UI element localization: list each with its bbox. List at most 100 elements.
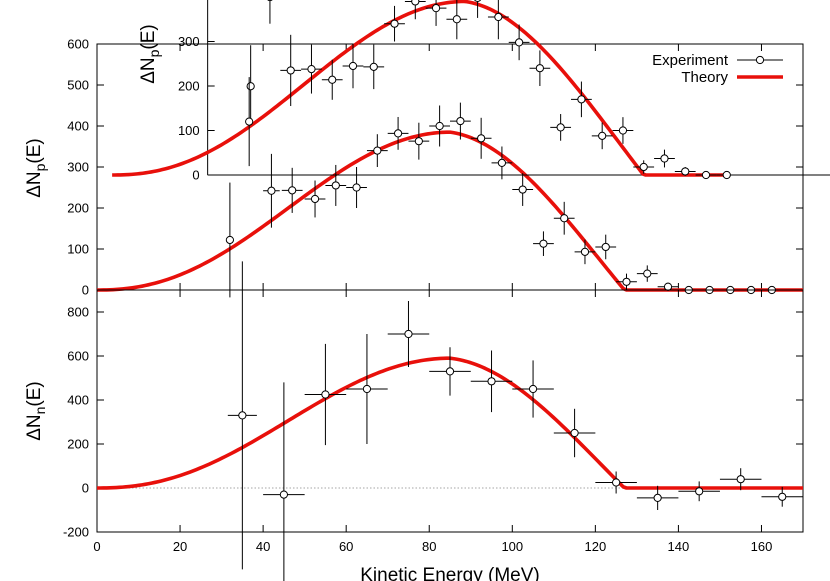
proton-inset-experiment-point-21 <box>674 166 696 176</box>
neutron-experiment-marker <box>362 384 372 394</box>
proton-inset-experiment-marker <box>286 66 295 75</box>
proton-inset-experiment-point-4 <box>321 59 343 100</box>
proton-main-experiment-point-17 <box>574 239 596 265</box>
neutron-experiment-point-6 <box>470 350 513 413</box>
proton-inset-ytick-label: 300 <box>178 34 200 49</box>
proton-main-experiment-point-8 <box>387 116 409 150</box>
neutron-xtick-label: 160 <box>751 539 773 554</box>
neutron-ytick-label: 600 <box>67 349 89 364</box>
neutron-experiment-point-8 <box>553 408 596 458</box>
proton-main-experiment-point-12 <box>470 117 492 159</box>
proton-main-experiment-marker <box>622 277 631 286</box>
proton-inset-experiment-marker <box>328 75 337 84</box>
proton-main-experiment-marker <box>352 183 361 192</box>
proton-inset-experiment-point-12 <box>487 0 509 40</box>
proton-main-experiment-point-19 <box>616 273 637 290</box>
proton-main-experiment-marker <box>435 121 444 131</box>
neutron-experiment-marker <box>238 411 247 420</box>
proton-main-experiment-marker <box>539 239 548 248</box>
proton-main-experiment-point-2 <box>263 153 280 228</box>
proton-main-experiment-marker <box>267 186 276 195</box>
neutron-experiment-point-3 <box>346 334 388 444</box>
neutron-xtick-label: 140 <box>668 539 690 554</box>
proton-inset-experiment-point-15 <box>550 114 572 141</box>
x-axis-title: Kinetic Energy (MeV) <box>360 565 540 581</box>
proton-main-experiment-marker <box>331 181 340 190</box>
proton-inset-experiment-marker <box>452 15 461 24</box>
proton-main-experiment-marker <box>643 269 652 278</box>
proton-main-experiment-marker <box>477 134 486 143</box>
neutron-experiment-marker <box>321 390 330 399</box>
proton-main-ytick-label: 600 <box>67 37 89 52</box>
neutron-y-axis-title: ΔNn(E) <box>24 381 48 441</box>
proton-inset-experiment-marker <box>411 0 420 6</box>
neutron-ytick-label: 400 <box>67 393 89 408</box>
proton-inset-experiment-point-16 <box>571 81 592 118</box>
proton-main-experiment-point-11 <box>450 102 471 140</box>
proton-main-experiment-marker <box>393 129 403 138</box>
proton-main-experiment-marker <box>373 146 382 155</box>
neutron-experiment-point-5 <box>429 347 471 396</box>
proton-inset-experiment-marker <box>639 162 648 172</box>
proton-inset-ytick-label: 0 <box>192 168 199 183</box>
neutron-ytick-label: 0 <box>82 481 89 496</box>
neutron-experiment-marker <box>778 492 787 501</box>
proton-main-y-axis-title: ΔNp(E) <box>24 138 48 198</box>
neutron-experiment-marker <box>279 490 288 499</box>
proton-inset-experiment-point-1 <box>267 0 273 24</box>
proton-main-experiment-point-7 <box>366 134 388 167</box>
proton-main-experiment-marker <box>456 116 465 126</box>
neutron-experiment-marker <box>487 377 496 386</box>
neutron-experiment-point-12 <box>719 468 762 491</box>
proton-inset-experiment-point-22 <box>695 170 717 180</box>
proton-main-experiment-marker <box>288 186 297 195</box>
proton-main-ytick-label: 100 <box>67 242 89 257</box>
neutron-experiment-point-11 <box>678 481 720 502</box>
proton-main-experiment-point-15 <box>533 231 554 256</box>
proton-main-experiment-point-18 <box>595 234 617 260</box>
proton-inset-experiment-marker <box>267 0 273 2</box>
proton-inset-experiment-marker <box>660 154 669 163</box>
proton-inset-experiment-point-2 <box>280 34 302 107</box>
proton-inset-experiment-marker <box>390 19 399 28</box>
neutron-experiment-marker <box>404 329 413 339</box>
proton-main-experiment-point-6 <box>346 167 367 208</box>
neutron-xtick-label: 40 <box>256 539 270 554</box>
proton-inset-experiment-marker <box>245 117 254 126</box>
neutron-xtick-label: 120 <box>585 539 607 554</box>
proton-inset-theory-curve <box>112 0 727 177</box>
neutron-ytick-label: 800 <box>67 305 89 320</box>
neutron-experiment-point-10 <box>636 485 679 510</box>
proton-inset-experiment-point-19 <box>633 160 655 174</box>
proton-inset-y-axis-title: ΔNp(E) <box>138 24 162 84</box>
proton-inset-experiment-marker <box>618 126 628 135</box>
proton-main-experiment-marker <box>663 282 673 291</box>
neutron-experiment-marker <box>695 487 704 496</box>
proton-inset-experiment-marker <box>556 123 565 132</box>
proton-main-experiment-marker <box>310 194 320 204</box>
proton-inset-experiment-marker <box>722 170 731 180</box>
proton-main-experiment-marker <box>497 158 507 167</box>
proton-main-experiment-point-5 <box>325 164 347 206</box>
neutron-xtick-label: 60 <box>339 539 353 554</box>
proton-inset-experiment-point-10 <box>446 0 468 40</box>
proton-main-ytick-label: 300 <box>67 160 89 175</box>
proton-inset-experiment-point-9 <box>425 0 447 26</box>
proton-inset-experiment-marker <box>348 61 358 71</box>
neutron-xtick-label: 0 <box>93 539 100 554</box>
neutron-xtick-label: 20 <box>173 539 187 554</box>
neutron-experiment-marker <box>736 475 745 484</box>
neutron-ytick-label: -200 <box>63 525 89 540</box>
proton-inset-experiment-point-3 <box>301 44 322 94</box>
proton-inset-experiment-marker <box>681 167 690 176</box>
proton-inset-experiment-point-18 <box>612 117 634 144</box>
proton-inset-experiment-point-7 <box>384 5 405 42</box>
proton-inset-experiment-point-17 <box>591 122 613 150</box>
proton-inset-experiment-point-5 <box>342 43 364 89</box>
proton-inset-experiment-point-0 <box>245 77 254 167</box>
proton-inset-ytick-label: 200 <box>178 79 200 94</box>
proton-inset-experiment-point-23 <box>716 170 738 180</box>
proton-main-experiment-point-0 <box>225 182 234 298</box>
neutron-ytick-label: 200 <box>67 437 89 452</box>
